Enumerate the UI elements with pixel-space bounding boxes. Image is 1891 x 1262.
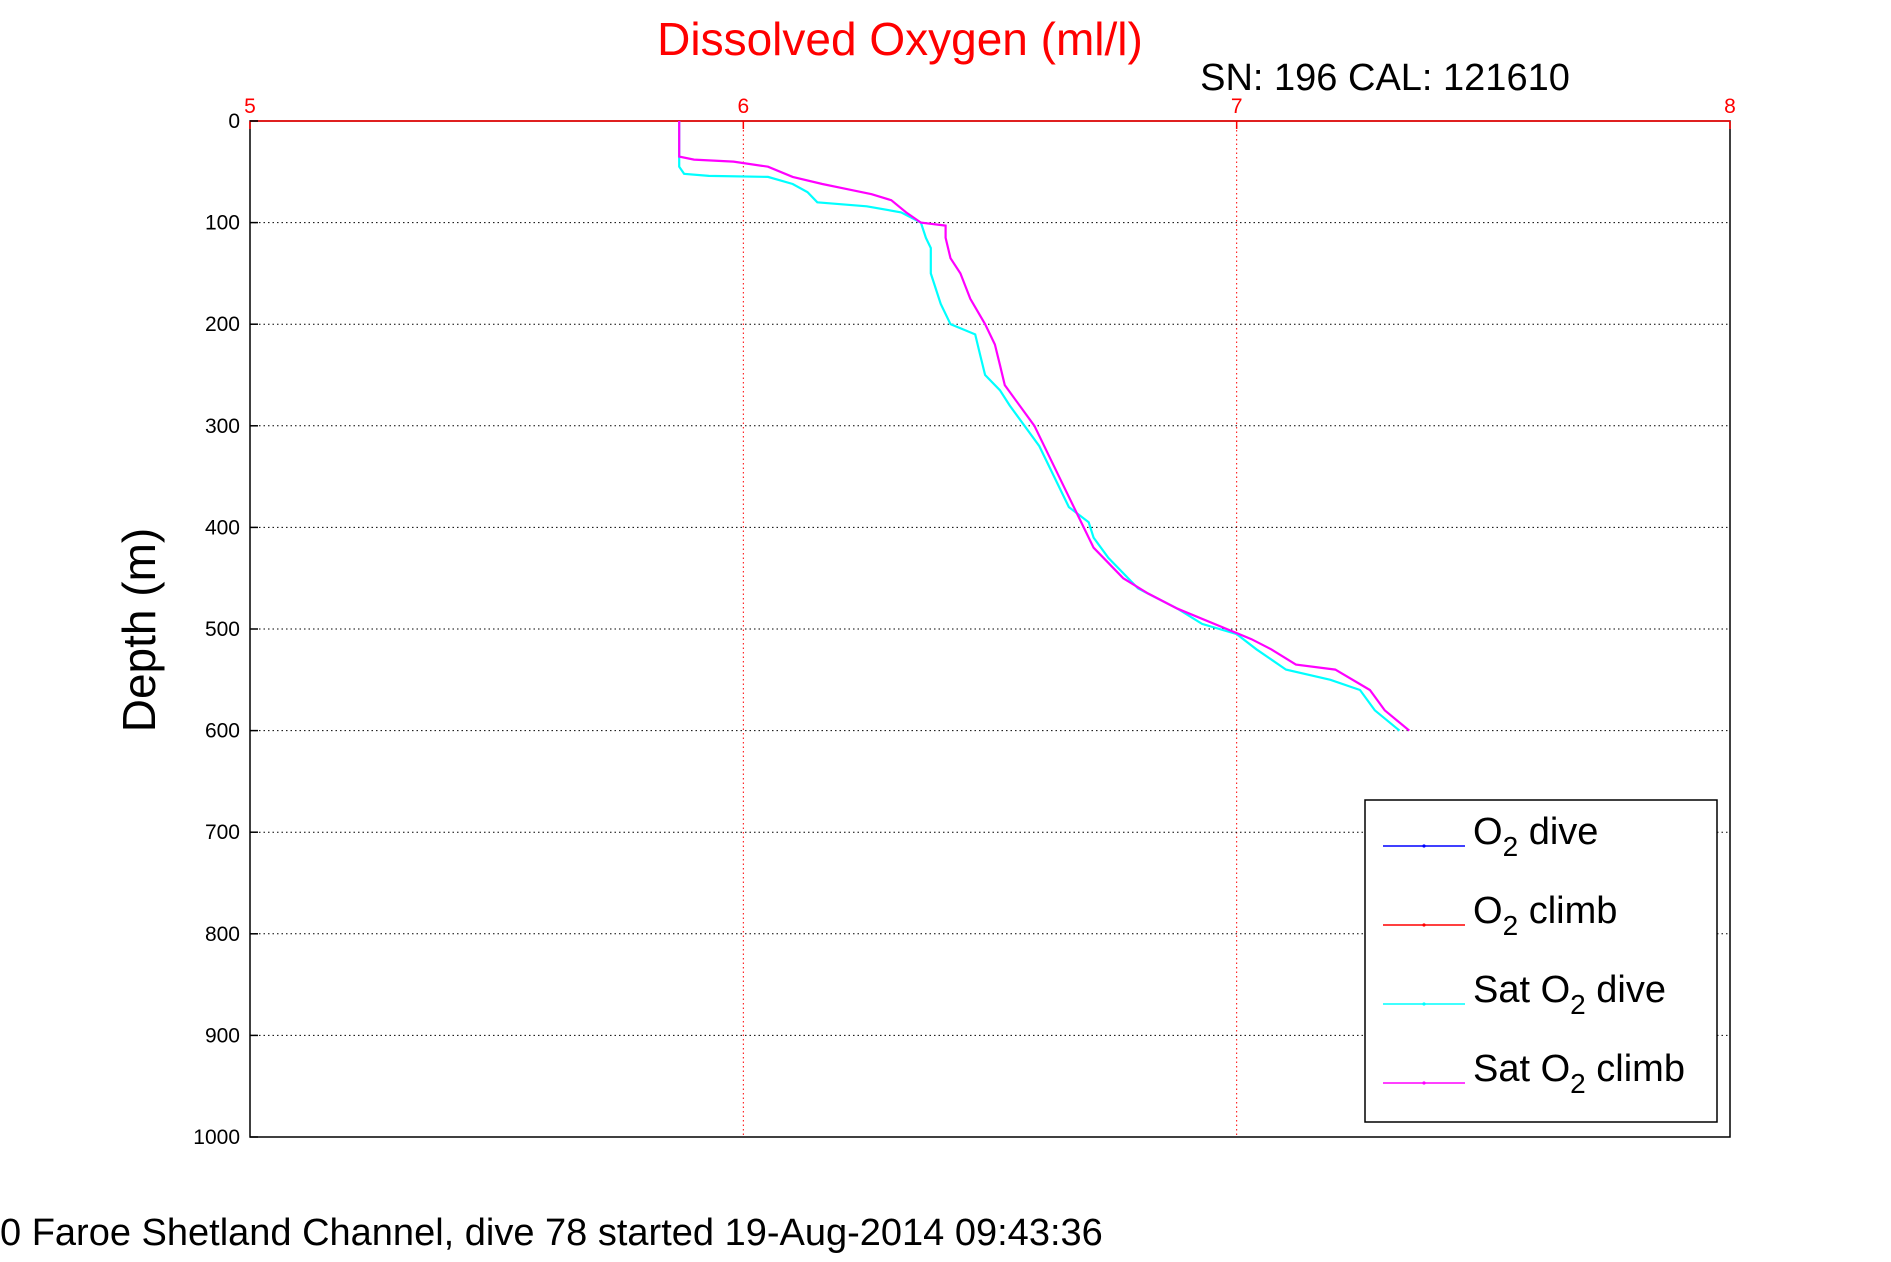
y-tick-label: 600 [205, 720, 240, 743]
chart-subtitle: SN: 196 CAL: 121610 [1200, 57, 1570, 99]
x-tick-label: 8 [1724, 95, 1736, 118]
legend-label-o2-climb: O2 climb [1473, 890, 1617, 941]
data-series [678, 121, 1411, 732]
y-tick-label: 1000 [193, 1126, 240, 1149]
y-tick-label: 500 [205, 618, 240, 641]
y-tick-label: 0 [228, 110, 240, 133]
y-axis-label: Depth (m) [113, 528, 165, 732]
legend: O2 dive O2 climb Sat O2 dive Sat O2 climb [1364, 799, 1718, 1123]
y-tick-label: 800 [205, 923, 240, 946]
x-axis-ticks: 5 6 7 8 [244, 95, 1736, 129]
series-line-sat-o2-dive [678, 121, 1401, 732]
chart-title: Dissolved Oxygen (ml/l) [657, 13, 1143, 65]
y-tick-label: 100 [205, 212, 240, 235]
legend-label-o2-dive: O2 dive [1473, 811, 1598, 862]
legend-box [1364, 799, 1718, 1123]
figure-caption: 0 Faroe Shetland Channel, dive 78 starte… [0, 1212, 1103, 1254]
y-axis-ticks: 0 100 200 300 400 500 600 700 800 900 1000 [193, 110, 258, 1149]
y-tick-label: 400 [205, 516, 240, 539]
series-line-sat-o2-climb [678, 121, 1411, 732]
x-tick-label: 7 [1231, 95, 1243, 118]
y-tick-label: 900 [205, 1024, 240, 1047]
legend-marker-sat-o2-dive [1422, 1002, 1426, 1006]
legend-marker-o2-climb [1422, 923, 1426, 927]
legend-label-sat-o2-climb: Sat O2 climb [1473, 1048, 1685, 1099]
y-tick-label: 300 [205, 415, 240, 438]
legend-marker-sat-o2-climb [1422, 1081, 1426, 1085]
legend-marker-o2-dive [1422, 844, 1426, 848]
y-tick-label: 200 [205, 313, 240, 336]
y-tick-label: 700 [205, 821, 240, 844]
legend-label-sat-o2-dive: Sat O2 dive [1473, 969, 1666, 1020]
x-tick-label: 5 [244, 95, 256, 118]
x-tick-label: 6 [737, 95, 749, 118]
